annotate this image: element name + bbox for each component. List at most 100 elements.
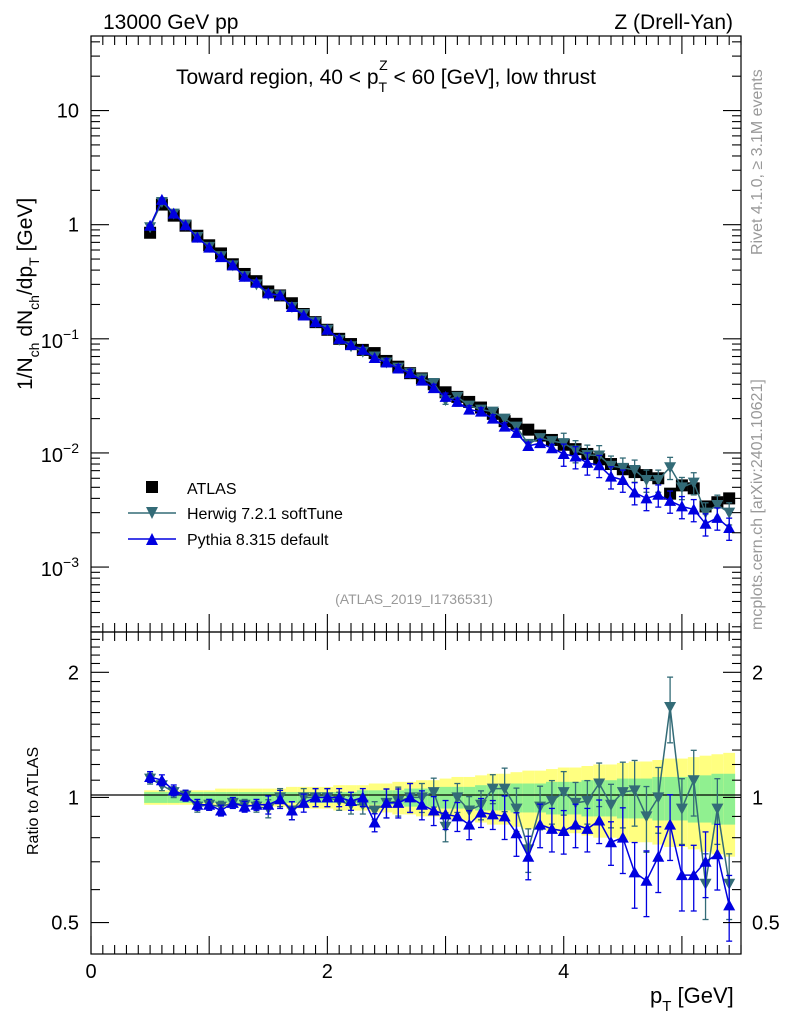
ratio-herwig-point — [652, 792, 665, 804]
atlas-point — [723, 492, 736, 505]
ratio-y-axis-label: Ratio to ATLAS — [25, 747, 42, 855]
ratio-pythia-point — [274, 793, 287, 805]
ratio-tick-label-left: 1 — [68, 787, 79, 809]
pythia-point — [498, 420, 511, 432]
ratio-pythia-point — [321, 791, 334, 803]
ratio-pythia-point — [723, 899, 736, 911]
ratio-pythia-point — [628, 866, 641, 878]
pythia-point — [557, 447, 570, 459]
mcplots-label: mcplots.cern.ch [arXiv:2401.10621] — [749, 379, 766, 630]
herwig-point — [498, 413, 511, 425]
pythia-point — [380, 356, 393, 368]
herwig-point — [711, 500, 724, 512]
ratio-band-inner — [215, 792, 227, 803]
ratio-pythia-point — [285, 804, 298, 816]
y-tick-label-top-exp: 10−2 — [41, 440, 79, 467]
herwig-point — [486, 406, 499, 418]
pythia-point — [699, 517, 712, 529]
x-tick-label: 0 — [85, 961, 96, 983]
pythia-point — [274, 289, 287, 301]
ratio-herwig-point — [545, 796, 558, 808]
ratio-pythia-point — [179, 789, 192, 801]
plot-title-sup: Z — [379, 57, 388, 73]
ratio-pythia-point — [510, 827, 523, 839]
pythia-point — [439, 390, 452, 402]
ratio-pythia-point — [203, 798, 216, 810]
ratio-pythia-point — [215, 804, 227, 816]
ratio-pythia-point — [463, 818, 476, 830]
pythia-point — [203, 241, 216, 253]
pythia-point — [333, 332, 346, 344]
ratio-band-inner — [723, 773, 736, 825]
pythia-point — [250, 276, 263, 288]
ratio-pythia-point — [167, 784, 180, 796]
ratio-herwig-point — [510, 803, 523, 815]
ratio-pythia-point — [333, 791, 346, 803]
ratio-pythia-point — [652, 850, 665, 862]
ratio-band-inner — [522, 783, 535, 813]
ratio-pythia-point — [345, 795, 357, 807]
atlas-point — [522, 423, 535, 436]
plot-title-main: Toward region, 40 < p — [176, 66, 379, 89]
ratio-pythia-point — [297, 796, 310, 808]
ratio-pythia-point — [581, 822, 594, 834]
header-left: 13000 GeV pp — [103, 11, 238, 34]
y-label-sub1: ch — [26, 343, 42, 358]
herwig-line — [149, 200, 730, 514]
ratio-series-group — [144, 676, 736, 942]
ratio-pythia-point — [486, 808, 499, 820]
ratio-pythia-point — [451, 810, 464, 822]
ratio-herwig-point — [581, 796, 594, 808]
ratio-tick-label-right: 0.5 — [752, 913, 780, 935]
y-tick-exp-base: 10 — [41, 331, 63, 353]
ratio-band-inner — [156, 792, 168, 803]
ratio-herwig-point — [498, 783, 511, 795]
legend-pythia-marker — [146, 533, 158, 545]
ratio-band-inner — [699, 775, 712, 823]
ratio-pythia-point — [545, 822, 558, 834]
ratio-herwig-point — [628, 785, 641, 797]
pythia-point — [593, 459, 606, 471]
pythia-point — [155, 193, 168, 205]
ratio-pythia-point — [439, 808, 452, 820]
ratio-herwig-point — [711, 803, 724, 815]
ratio-band-inner — [368, 790, 381, 805]
ratio-pythia-point — [475, 806, 487, 818]
ratio-herwig-point — [605, 799, 617, 811]
ratio-pythia-point — [534, 818, 547, 830]
ratio-pythia-point — [226, 796, 239, 808]
ratio-pythia-point — [144, 770, 157, 782]
pythia-point — [321, 323, 334, 335]
ratio-pythia-point — [593, 814, 606, 826]
ratio-pythia-point — [415, 798, 428, 810]
y-tick-label-top: 1 — [68, 215, 79, 237]
pythia-point — [238, 270, 251, 282]
ratio-band-inner — [286, 792, 298, 803]
x-tick-label: 4 — [558, 961, 569, 983]
pythia-point — [451, 395, 464, 407]
pythia-point — [640, 492, 653, 504]
ratio-pythia-point — [687, 869, 700, 881]
ratio-tick-label-right: 1 — [752, 787, 763, 809]
pythia-point — [675, 500, 688, 512]
pythia-point — [522, 440, 535, 452]
ratio-band-inner — [144, 792, 156, 803]
y-label-sub2: ch — [26, 295, 42, 310]
ratio-panel-frame — [90, 631, 742, 955]
pythia-point — [368, 351, 381, 363]
ratio-herwig-point — [557, 787, 570, 799]
ratio-pythia-point — [262, 798, 275, 810]
ratio-band-inner — [250, 792, 263, 803]
y-tick-label-top-exp: 10−1 — [41, 326, 79, 353]
y-tick-exp-base: 10 — [41, 559, 63, 581]
pythia-point — [687, 503, 700, 515]
y-label-main: 1/N — [14, 357, 37, 390]
pythia-point — [167, 207, 180, 219]
pythia-point — [309, 316, 322, 328]
pythia-point — [191, 231, 204, 243]
legend-herwig-marker — [146, 507, 158, 519]
ratio-herwig-point — [451, 792, 464, 804]
x-tick-label: 2 — [322, 961, 333, 983]
ratio-pythia-point — [522, 850, 535, 862]
